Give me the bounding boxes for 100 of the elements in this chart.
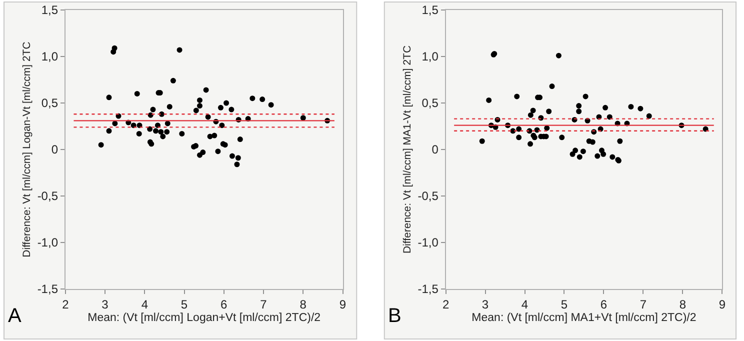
point [268, 102, 274, 108]
point [176, 47, 182, 53]
point [514, 94, 520, 100]
text: B [388, 305, 402, 327]
point [528, 141, 534, 147]
point [617, 138, 623, 144]
point [134, 90, 140, 96]
y-tick-label: -1,5 [37, 282, 58, 296]
point [196, 97, 202, 103]
point [576, 108, 582, 114]
point [235, 155, 241, 161]
point [234, 162, 240, 168]
point [153, 128, 158, 134]
y-tick-label: 0,5 [422, 96, 439, 110]
point [646, 113, 652, 119]
point [193, 108, 199, 114]
point [212, 132, 218, 138]
point [170, 78, 176, 84]
point [196, 103, 202, 109]
y-tick-label: 0 [432, 142, 439, 157]
text: A [8, 305, 22, 327]
x-tick-label: 3 [482, 297, 489, 312]
point [556, 52, 562, 58]
x-tick-label: 6 [600, 297, 608, 312]
point [638, 106, 644, 112]
y-tick-label: 0,5 [41, 96, 58, 110]
y-axis-title: Difference: Vt [ml/ccm] Logan-Vt [ml/ccm] 2TC [21, 41, 34, 258]
point [702, 126, 708, 132]
point [215, 148, 221, 154]
point [260, 96, 266, 102]
x-tick-label: 9 [339, 297, 346, 312]
y-tick-label: 1,5 [41, 3, 58, 18]
point [516, 134, 522, 140]
point [219, 122, 225, 128]
y-tick-label: -1,0 [37, 236, 58, 250]
point [106, 94, 112, 100]
point [572, 148, 578, 154]
point [570, 151, 576, 157]
point [98, 142, 104, 148]
point [516, 126, 522, 132]
x-tick-label: 5 [180, 297, 188, 312]
x-axis-title: Mean: (Vt [ml/ccm] Logan+Vt [ml/ccm] 2TC)/2 [88, 312, 321, 324]
y-tick-label: 1,0 [41, 50, 58, 64]
point [576, 103, 582, 109]
point [610, 154, 616, 160]
point [200, 150, 206, 156]
x-tick-label: 7 [260, 297, 268, 312]
point [237, 136, 243, 142]
point [150, 106, 156, 112]
x-axis-title: Mean: (Vt [ml/ccm] MA1+Vt [ml/ccm] 2TC)/2 [472, 312, 696, 324]
point [549, 84, 555, 90]
point [112, 45, 118, 51]
point [628, 104, 634, 110]
point [600, 151, 606, 157]
point [164, 129, 170, 135]
point [546, 108, 552, 114]
point [486, 97, 492, 103]
point [559, 134, 565, 140]
y-tick-label: 1,5 [422, 3, 439, 18]
y-tick-label: -1,5 [418, 282, 439, 296]
y-tick-label: 0 [51, 142, 58, 157]
x-tick-label: 4 [521, 297, 528, 312]
x-tick-label: 4 [141, 297, 148, 312]
point [576, 154, 582, 160]
x-tick-label: 3 [102, 297, 109, 312]
x-tick-label: 7 [640, 297, 647, 312]
point [250, 96, 256, 102]
point [166, 104, 172, 110]
x-tick-label: 8 [679, 297, 686, 312]
point [229, 153, 235, 159]
point [136, 130, 142, 136]
point [479, 138, 485, 144]
point [602, 104, 608, 110]
x-tick-label: 2 [442, 297, 450, 312]
point [528, 112, 534, 118]
point [228, 106, 234, 112]
point [594, 153, 600, 159]
y-tick-label: 1,0 [422, 50, 439, 64]
x-tick-label: 9 [718, 297, 726, 312]
x-tick-label: 2 [62, 297, 70, 312]
point [580, 148, 586, 154]
point [582, 94, 588, 100]
point [160, 134, 166, 140]
y-tick-label: -0,5 [37, 189, 58, 204]
point [158, 129, 164, 135]
point [147, 126, 153, 132]
point [106, 128, 112, 134]
point [179, 130, 185, 136]
x-tick-label: 6 [220, 297, 228, 312]
point [300, 115, 306, 121]
point [530, 108, 536, 114]
point [203, 87, 209, 93]
point [218, 104, 224, 110]
point [224, 100, 230, 106]
point [544, 125, 550, 131]
y-axis-title: Difference: Vt [ml/ccm] MA1-Vt [ml/ccm] 2TC [402, 45, 414, 254]
x-tick-label: 8 [300, 297, 307, 312]
y-tick-label: -1,0 [418, 236, 439, 250]
y-tick-label: -0,5 [418, 189, 439, 204]
x-tick-label: 5 [560, 297, 568, 312]
